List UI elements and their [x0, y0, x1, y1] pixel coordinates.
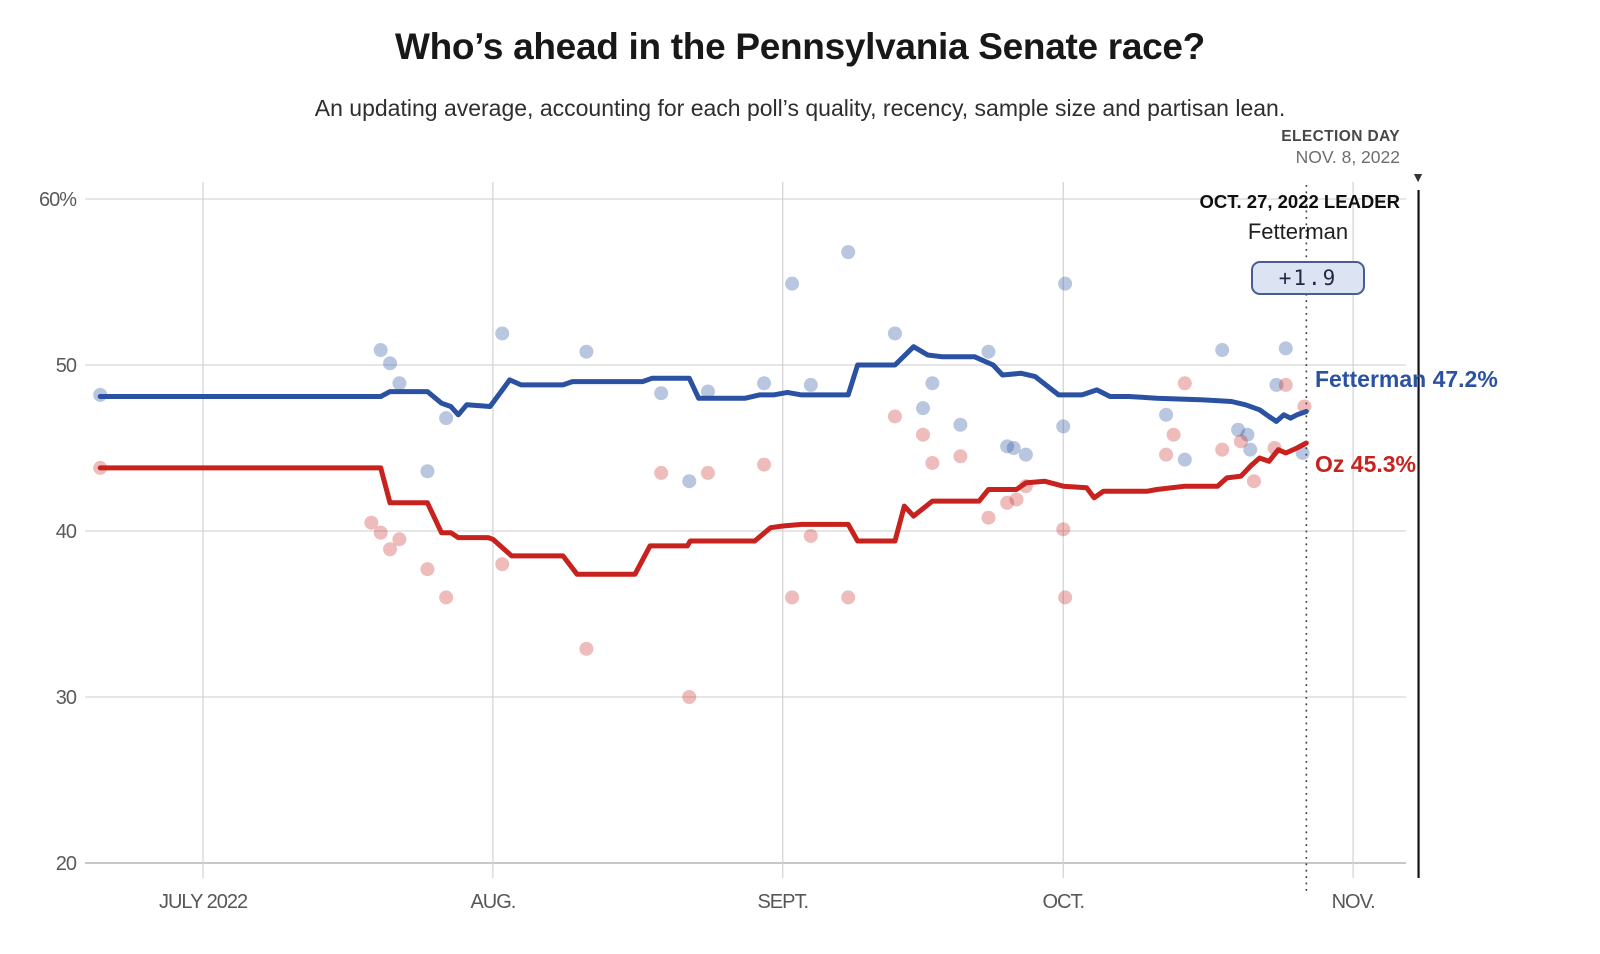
poll-dot-fetterman — [392, 376, 407, 391]
poll-dot-fetterman — [420, 464, 435, 479]
poll-dot-fetterman — [373, 343, 388, 358]
leader-margin-badge: +1.9 — [1251, 261, 1365, 295]
y-tick-label: 60% — [39, 189, 77, 211]
poll-dot-oz — [392, 532, 407, 547]
poll-dot-fetterman — [1159, 407, 1174, 422]
poll-dot-oz — [1177, 376, 1192, 391]
election-day-label: ELECTION DAY — [1281, 128, 1400, 145]
poll-dot-fetterman — [1215, 343, 1230, 358]
poll-dot-oz — [1166, 427, 1181, 442]
x-tick-label: SEPT. — [757, 891, 808, 913]
poll-dot-oz — [757, 457, 772, 472]
election-day-date: NOV. 8, 2022 — [1295, 147, 1400, 167]
poll-dot-oz — [1056, 522, 1071, 537]
poll-dot-fetterman — [1240, 427, 1255, 442]
x-tick-label: AUG. — [470, 891, 515, 913]
poll-dot-fetterman — [785, 276, 800, 291]
poll-dot-fetterman — [1269, 377, 1284, 392]
poll-dot-oz — [1009, 492, 1024, 507]
x-tick-label: NOV. — [1332, 891, 1375, 913]
y-tick-label: 20 — [56, 853, 77, 875]
leader-name: Fetterman — [1247, 219, 1349, 244]
trend-line-fetterman — [97, 344, 1309, 424]
election-day-marker-icon: ▼ — [1411, 169, 1425, 185]
poll-dot-oz — [373, 525, 388, 540]
poll-dot-oz — [1278, 377, 1293, 392]
poll-dot-fetterman — [803, 377, 818, 392]
poll-dot-fetterman — [1278, 341, 1293, 356]
poll-dot-oz — [579, 641, 594, 656]
poll-dot-oz — [682, 690, 697, 704]
poll-dot-oz — [1000, 495, 1015, 510]
poll-dot-fetterman — [916, 401, 930, 416]
poll-dot-oz — [439, 590, 454, 605]
poll-dot-fetterman — [925, 376, 940, 391]
poll-dot-oz — [1233, 434, 1248, 449]
poll-dot-oz — [364, 515, 379, 530]
poll-dot-fetterman — [439, 411, 454, 426]
y-tick-label: 40 — [56, 521, 77, 543]
poll-dot-fetterman — [757, 376, 772, 391]
poll-dot-oz — [785, 590, 800, 605]
poll-dot-fetterman — [495, 326, 510, 341]
poll-dot-fetterman — [1177, 452, 1192, 467]
poll-dot-oz — [1246, 474, 1261, 489]
poll-dot-fetterman — [1058, 276, 1073, 291]
poll-dot-fetterman — [981, 344, 996, 359]
trend-line-oz — [97, 440, 1309, 577]
poll-dot-oz — [1058, 590, 1073, 605]
poll-dot-fetterman — [700, 384, 715, 399]
x-tick-label: JULY 2022 — [159, 891, 248, 913]
leader-title: OCT. 27, 2022 LEADER — [1199, 191, 1401, 212]
poll-dot-fetterman — [1018, 447, 1033, 462]
poll-dot-oz — [803, 528, 818, 543]
x-tick-label: OCT. — [1042, 891, 1084, 913]
poll-dot-oz — [1215, 442, 1230, 457]
poll-dot-oz — [981, 510, 996, 525]
poll-dot-fetterman — [1231, 422, 1246, 437]
poll-dot-oz — [700, 465, 715, 480]
poll-dot-oz — [916, 427, 930, 442]
poll-dot-fetterman — [1000, 439, 1015, 454]
poll-dot-oz — [383, 542, 398, 557]
poll-dot-oz — [925, 455, 940, 470]
poll-dot-oz — [420, 562, 435, 577]
poll-dot-fetterman — [654, 386, 669, 401]
poll-dot-fetterman — [579, 344, 594, 359]
poll-dot-fetterman — [953, 417, 968, 432]
poll-dot-oz — [841, 590, 856, 605]
y-tick-label: 30 — [56, 687, 77, 709]
poll-dot-fetterman — [682, 474, 697, 489]
poll-dot-oz — [654, 465, 669, 480]
page-title: Who’s ahead in the Pennsylvania Senate r… — [395, 26, 1205, 67]
poll-dot-fetterman — [887, 326, 902, 341]
poll-dot-fetterman — [1006, 441, 1021, 455]
poll-dot-fetterman — [383, 356, 398, 371]
fetterman-end-label: Fetterman 47.2% — [1315, 366, 1498, 392]
oz-end-label: Oz 45.3% — [1315, 451, 1416, 477]
y-tick-label: 50 — [56, 355, 77, 377]
poll-dot-fetterman — [1056, 419, 1071, 434]
poll-dot-oz — [1159, 447, 1174, 462]
poll-dot-fetterman — [1243, 442, 1258, 457]
poll-dot-oz — [887, 409, 902, 424]
poll-dot-oz — [953, 449, 968, 464]
poll-dot-oz — [495, 557, 510, 572]
poll-dot-fetterman — [841, 245, 856, 260]
page-subtitle: An updating average, accounting for each… — [314, 95, 1286, 121]
